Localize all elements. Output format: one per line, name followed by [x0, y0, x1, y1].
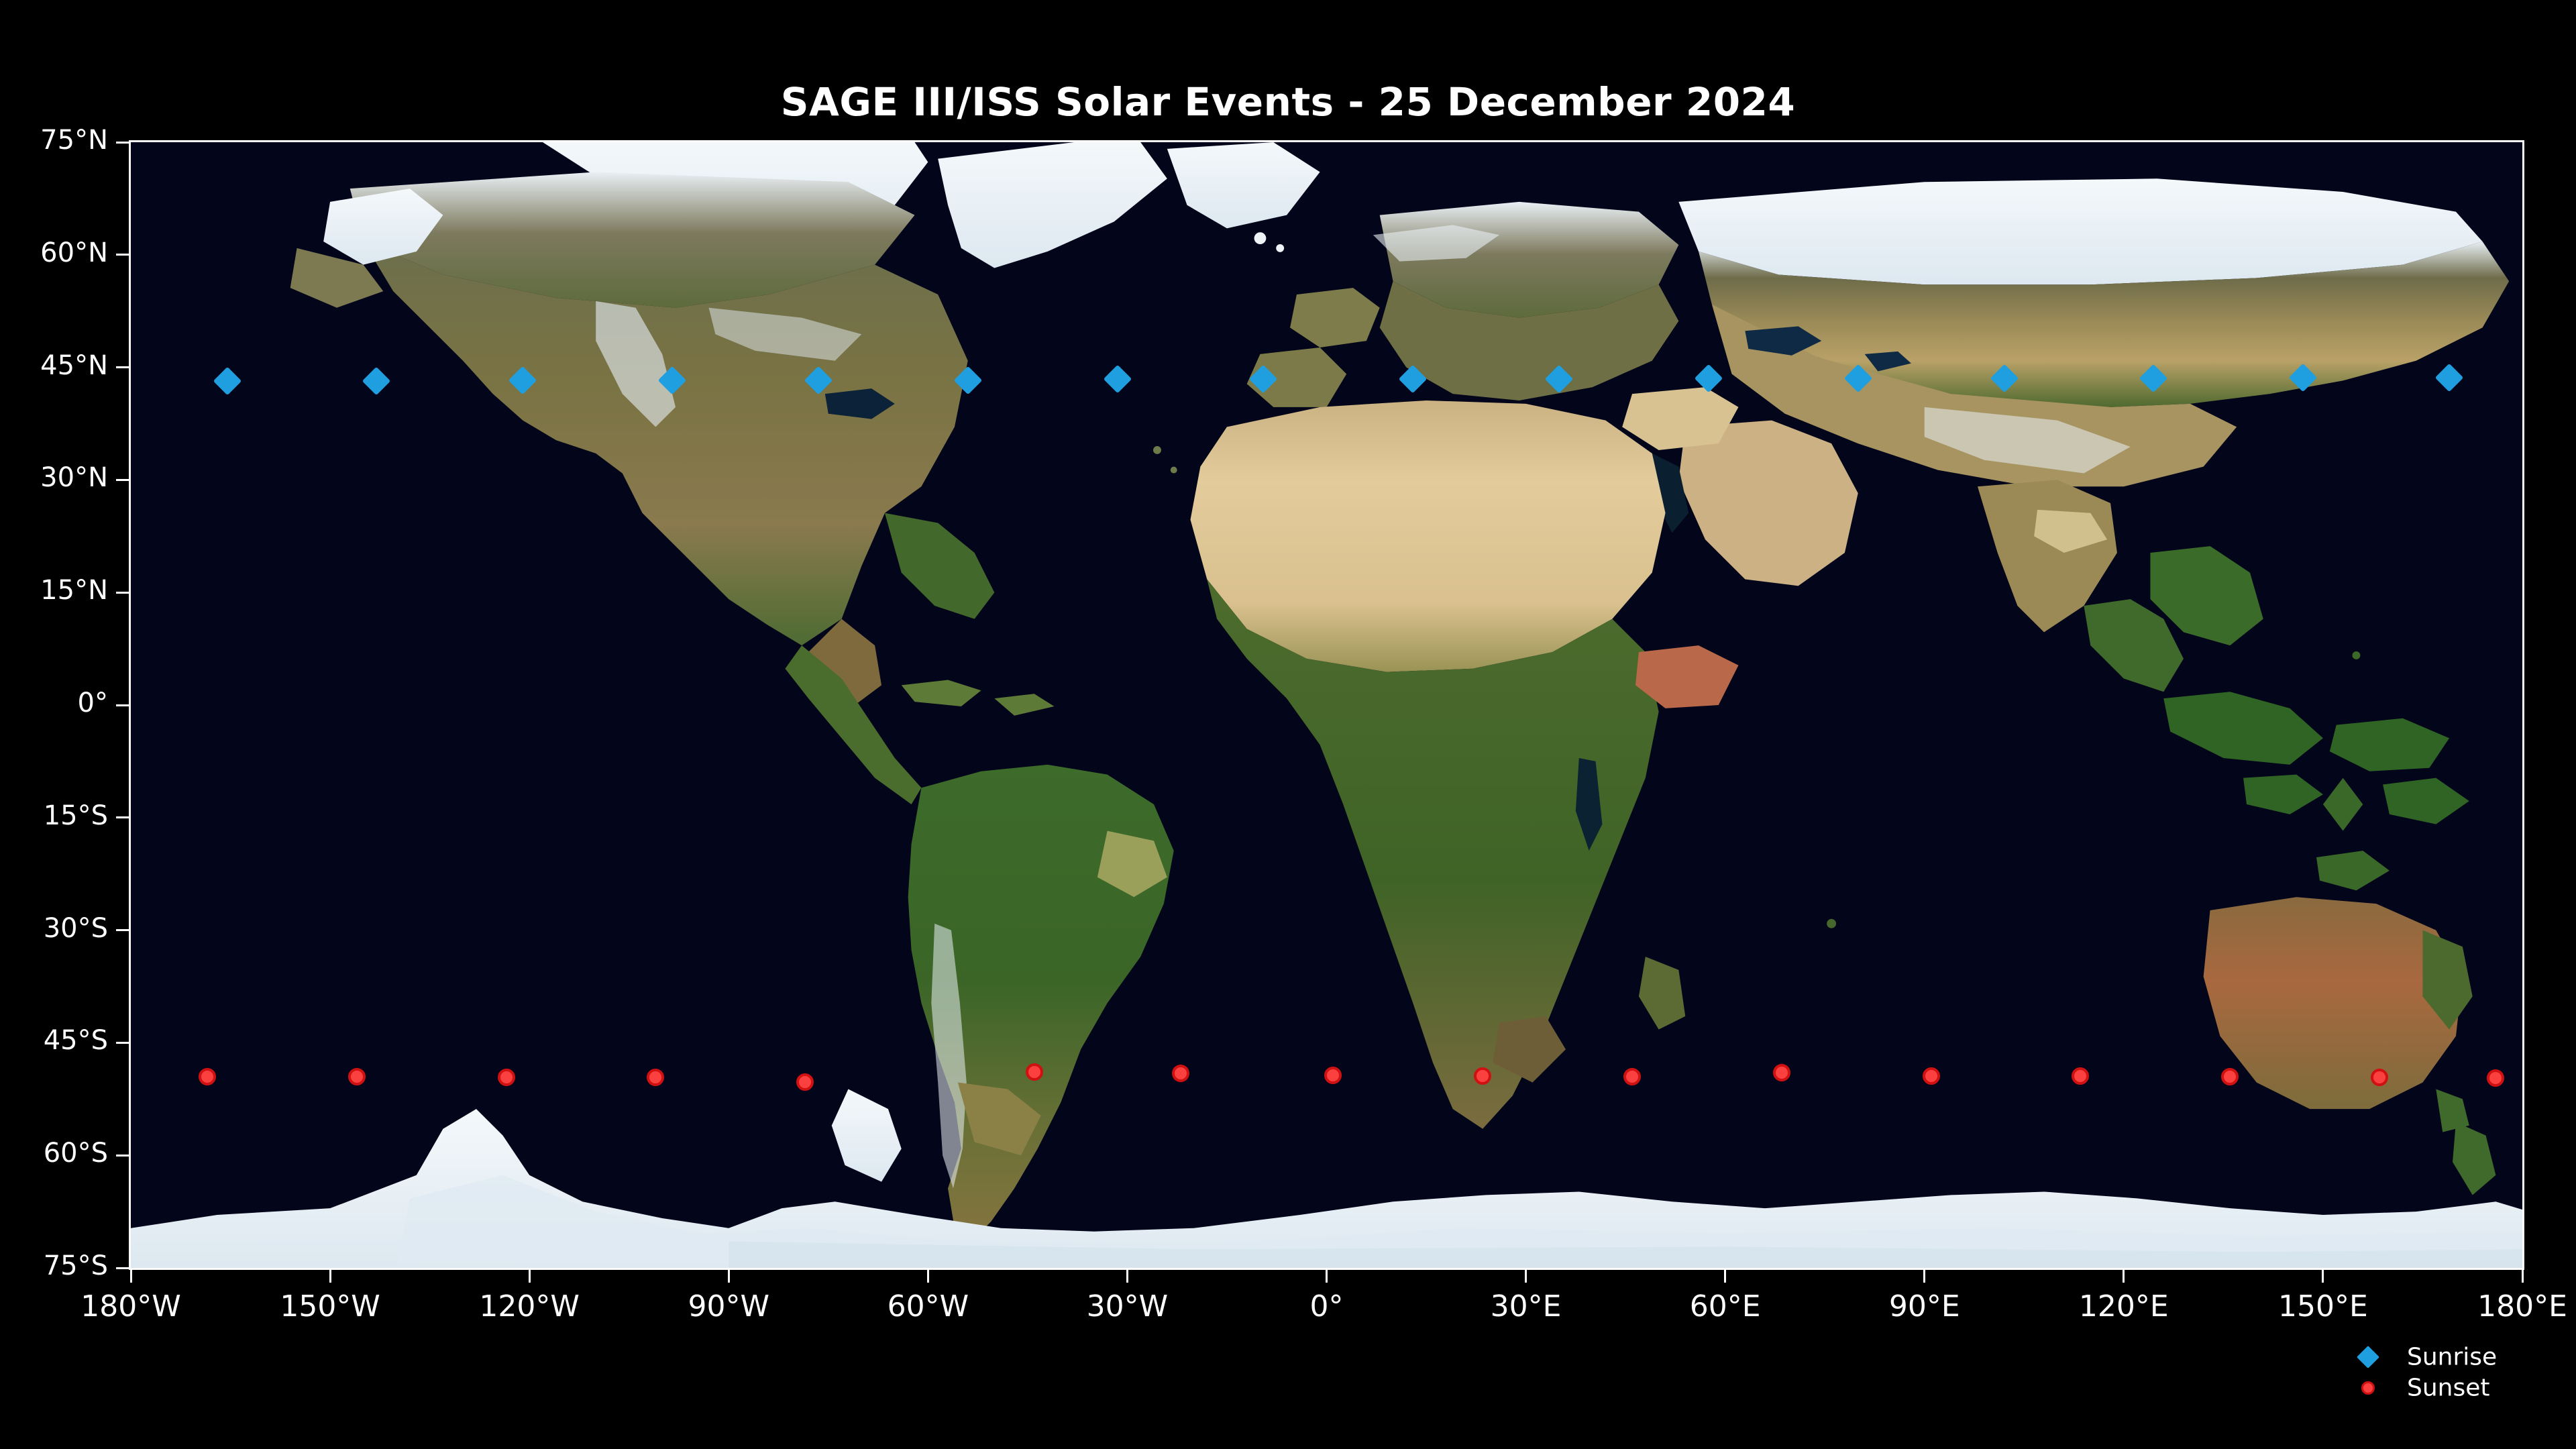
sunset-marker[interactable] [796, 1073, 814, 1091]
latitude-tick [116, 704, 131, 706]
longitude-tick-label: 90°W [688, 1289, 770, 1324]
longitude-tick [926, 1268, 929, 1283]
longitude-tick [528, 1268, 531, 1283]
longitude-tick-label: 0° [1309, 1289, 1344, 1324]
longitude-tick [1525, 1268, 1527, 1283]
legend-item-sunrise[interactable]: Sunrise [2357, 1342, 2569, 1373]
latitude-tick-label: 60°N [40, 237, 108, 268]
longitude-tick-label: 150°W [280, 1289, 380, 1324]
longitude-tick-label: 60°E [1689, 1289, 1761, 1324]
latitude-tick [116, 141, 131, 144]
sunset-marker[interactable] [1922, 1067, 1940, 1085]
longitude-tick [727, 1268, 730, 1283]
latitude-tick-label: 75°S [43, 1250, 108, 1281]
sunset-circle-icon [2361, 1381, 2375, 1395]
sunset-marker[interactable] [1772, 1064, 1790, 1082]
sunset-marker[interactable] [1623, 1067, 1642, 1085]
sunset-marker[interactable] [1474, 1067, 1492, 1085]
latitude-tick [116, 254, 131, 256]
latitude-tick-label: 45°S [43, 1025, 108, 1057]
latitude-tick-label: 30°N [40, 462, 108, 494]
longitude-tick [1724, 1268, 1727, 1283]
longitude-tick-label: 180°W [80, 1289, 181, 1324]
sunset-marker[interactable] [2221, 1067, 2239, 1085]
latitude-tick-label: 75°N [40, 125, 108, 156]
latitude-tick [116, 816, 131, 819]
legend-item-sunset[interactable]: Sunset [2361, 1373, 2569, 1403]
sunset-marker[interactable] [1171, 1065, 1189, 1083]
longitude-tick [1326, 1268, 1328, 1283]
longitude-tick-label: 60°W [887, 1289, 969, 1324]
sunset-marker[interactable] [1025, 1063, 1043, 1081]
sunset-marker[interactable] [2487, 1069, 2505, 1087]
longitude-tick-label: 90°E [1888, 1289, 1960, 1324]
latitude-tick [116, 591, 131, 594]
sunset-marker[interactable] [198, 1067, 216, 1085]
latitude-tick [116, 1041, 131, 1044]
longitude-tick [2123, 1268, 2125, 1283]
latitude-tick-label: 45°N [40, 350, 108, 381]
map-plot-area[interactable] [131, 142, 2522, 1268]
longitude-tick-label: 30°E [1490, 1289, 1562, 1324]
latitude-tick-label: 0° [77, 688, 108, 718]
latitude-tick [116, 478, 131, 481]
legend: Sunrise Sunset [2357, 1342, 2569, 1403]
longitude-tick-label: 150°E [2278, 1289, 2368, 1324]
latitude-tick [116, 1154, 131, 1157]
longitude-tick [329, 1268, 331, 1283]
longitude-tick-label: 30°W [1086, 1289, 1169, 1324]
sunset-marker[interactable] [2072, 1067, 2090, 1085]
legend-label-sunrise: Sunrise [2407, 1343, 2498, 1371]
world-basemap-image [131, 142, 2522, 1268]
latitude-tick-label: 30°S [43, 912, 108, 944]
page-title: SAGE III/ISS Solar Events - 25 December … [780, 79, 1796, 125]
latitude-tick-label: 60°S [43, 1138, 108, 1169]
latitude-tick-label: 15°S [43, 800, 108, 831]
longitude-tick-label: 180°E [2477, 1289, 2567, 1324]
longitude-tick-label: 120°E [2078, 1289, 2169, 1324]
longitude-tick [2521, 1268, 2524, 1283]
sunset-marker[interactable] [2371, 1068, 2389, 1086]
longitude-tick [1126, 1268, 1128, 1283]
sunset-marker[interactable] [497, 1068, 515, 1086]
latitude-tick [116, 1267, 131, 1269]
longitude-tick [1923, 1268, 1926, 1283]
sunrise-diamond-icon [2357, 1346, 2379, 1368]
longitude-tick [2322, 1268, 2324, 1283]
sunset-marker[interactable] [347, 1067, 366, 1085]
latitude-tick [116, 929, 131, 932]
latitude-tick-label: 15°N [40, 575, 108, 606]
latitude-tick [116, 366, 131, 369]
sunset-marker[interactable] [647, 1068, 665, 1086]
sunset-marker[interactable] [1324, 1066, 1342, 1084]
legend-label-sunset: Sunset [2407, 1374, 2490, 1402]
longitude-tick-label: 120°W [479, 1289, 580, 1324]
longitude-tick [129, 1268, 132, 1283]
